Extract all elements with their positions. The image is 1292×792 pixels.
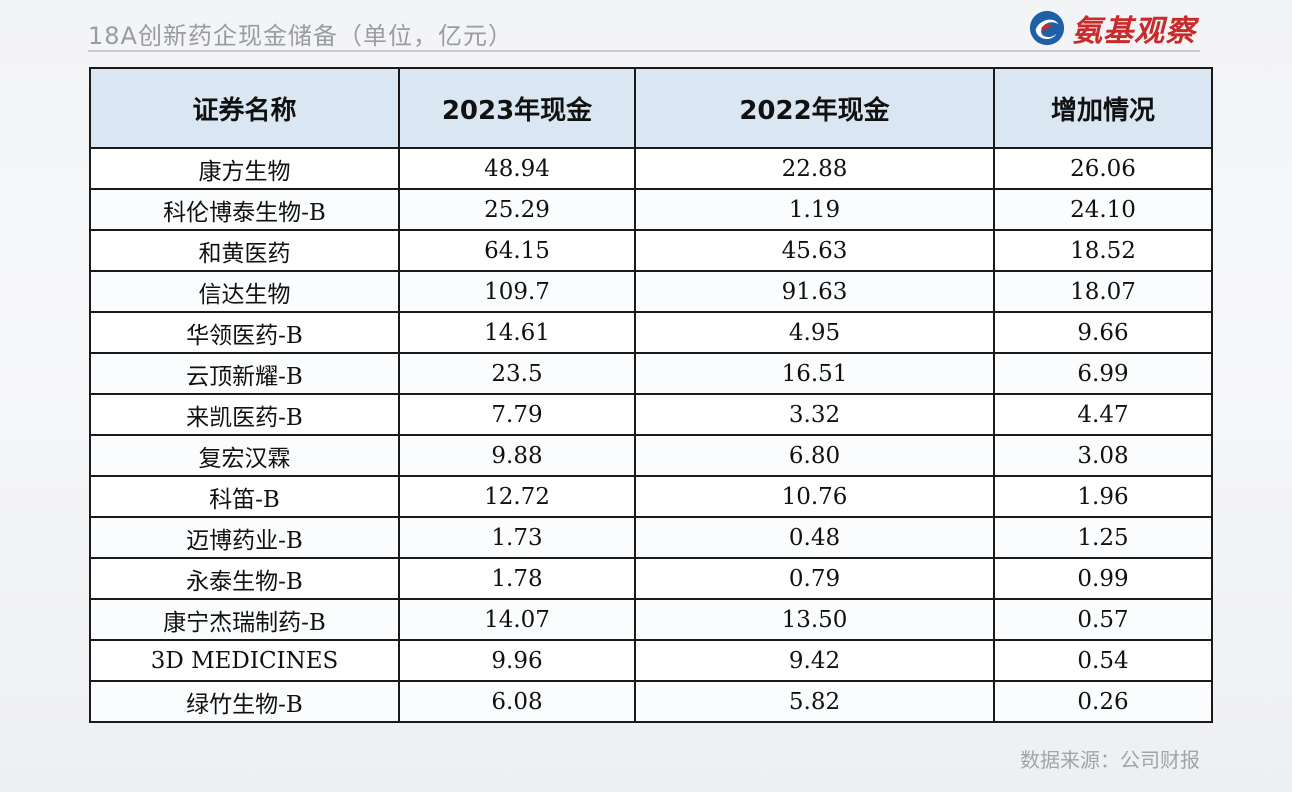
value-cell: 1.19	[634, 188, 995, 231]
security-name-cell: 迈博药业-B	[89, 516, 400, 559]
table-row: 来凯医药-B 7.79 3.32 4.47	[89, 393, 1213, 436]
value-cell: 10.76	[634, 475, 995, 518]
value-cell: 1.96	[993, 475, 1213, 518]
table-row: 华领医药-B 14.61 4.95 9.66	[89, 311, 1213, 354]
value-cell: 1.78	[398, 557, 636, 600]
table-row: 和黄医药 64.15 45.63 18.52	[89, 229, 1213, 272]
value-cell: 5.82	[634, 680, 995, 723]
value-cell: 6.99	[993, 352, 1213, 395]
value-cell: 12.72	[398, 475, 636, 518]
value-cell: 64.15	[398, 229, 636, 272]
value-cell: 0.57	[993, 598, 1213, 641]
value-cell: 9.96	[398, 639, 636, 682]
security-name-cell: 永泰生物-B	[89, 557, 400, 600]
table-row: 绿竹生物-B 6.08 5.82 0.26	[89, 680, 1213, 723]
table-row: 迈博药业-B 1.73 0.48 1.25	[89, 516, 1213, 559]
table-row: 信达生物 109.7 91.63 18.07	[89, 270, 1213, 313]
table-body: 康方生物 48.94 22.88 26.06 科伦博泰生物-B 25.29 1.19 24.1…	[89, 147, 1213, 723]
brand-logo: 氨基观察	[1028, 6, 1196, 50]
value-cell: 22.88	[634, 147, 995, 190]
security-name-cell: 科笛-B	[89, 475, 400, 518]
value-cell: 45.63	[634, 229, 995, 272]
value-cell: 1.25	[993, 516, 1213, 559]
value-cell: 4.95	[634, 311, 995, 354]
security-name-cell: 绿竹生物-B	[89, 680, 400, 723]
value-cell: 23.5	[398, 352, 636, 395]
value-cell: 109.7	[398, 270, 636, 313]
value-cell: 7.79	[398, 393, 636, 436]
column-header: 证券名称	[89, 67, 400, 149]
value-cell: 16.51	[634, 352, 995, 395]
security-name-cell: 来凯医药-B	[89, 393, 400, 436]
value-cell: 9.66	[993, 311, 1213, 354]
brand-name: 氨基观察	[1072, 14, 1196, 49]
header-divider	[88, 50, 1200, 52]
source-note: 数据来源：公司财报	[1020, 748, 1200, 772]
table-row: 永泰生物-B 1.78 0.79 0.99	[89, 557, 1213, 600]
value-cell: 26.06	[993, 147, 1213, 190]
cash-reserve-table: 证券名称 2023年现金 2022年现金 增加情况 康方生物 48.94 22.88 26.…	[89, 67, 1213, 723]
value-cell: 1.73	[398, 516, 636, 559]
table-header-row: 证券名称 2023年现金 2022年现金 增加情况	[89, 67, 1213, 149]
value-cell: 24.10	[993, 188, 1213, 231]
column-header: 2023年现金	[398, 67, 636, 149]
security-name-cell: 和黄医药	[89, 229, 400, 272]
value-cell: 6.80	[634, 434, 995, 477]
security-name-cell: 复宏汉霖	[89, 434, 400, 477]
value-cell: 18.07	[993, 270, 1213, 313]
value-cell: 0.54	[993, 639, 1213, 682]
table-row: 云顶新耀-B 23.5 16.51 6.99	[89, 352, 1213, 395]
value-cell: 48.94	[398, 147, 636, 190]
value-cell: 0.48	[634, 516, 995, 559]
value-cell: 13.50	[634, 598, 995, 641]
value-cell: 0.79	[634, 557, 995, 600]
value-cell: 0.99	[993, 557, 1213, 600]
security-name-cell: 康宁杰瑞制药-B	[89, 598, 400, 641]
column-header: 2022年现金	[634, 67, 995, 149]
table-row: 康宁杰瑞制药-B 14.07 13.50 0.57	[89, 598, 1213, 641]
value-cell: 18.52	[993, 229, 1213, 272]
security-name-cell: 华领医药-B	[89, 311, 400, 354]
table-row: 科笛-B 12.72 10.76 1.96	[89, 475, 1213, 518]
table-row: 复宏汉霖 9.88 6.80 3.08	[89, 434, 1213, 477]
security-name-cell: 信达生物	[89, 270, 400, 313]
security-name-cell: 3D MEDICINES	[89, 639, 400, 682]
value-cell: 14.61	[398, 311, 636, 354]
security-name-cell: 康方生物	[89, 147, 400, 190]
page-header: 18A创新药企现金储备（单位，亿元） 氨基观察	[88, 10, 1200, 58]
value-cell: 6.08	[398, 680, 636, 723]
page-title: 18A创新药企现金储备（单位，亿元）	[88, 22, 513, 50]
value-cell: 4.47	[993, 393, 1213, 436]
security-name-cell: 科伦博泰生物-B	[89, 188, 400, 231]
value-cell: 9.88	[398, 434, 636, 477]
value-cell: 3.08	[993, 434, 1213, 477]
value-cell: 91.63	[634, 270, 995, 313]
security-name-cell: 云顶新耀-B	[89, 352, 400, 395]
table-row: 科伦博泰生物-B 25.29 1.19 24.10	[89, 188, 1213, 231]
value-cell: 14.07	[398, 598, 636, 641]
table-row: 3D MEDICINES 9.96 9.42 0.54	[89, 639, 1213, 682]
table-row: 康方生物 48.94 22.88 26.06	[89, 147, 1213, 190]
value-cell: 9.42	[634, 639, 995, 682]
value-cell: 25.29	[398, 188, 636, 231]
value-cell: 0.26	[993, 680, 1213, 723]
column-header: 增加情况	[993, 67, 1213, 149]
value-cell: 3.32	[634, 393, 995, 436]
swirl-logo-icon	[1029, 10, 1065, 46]
